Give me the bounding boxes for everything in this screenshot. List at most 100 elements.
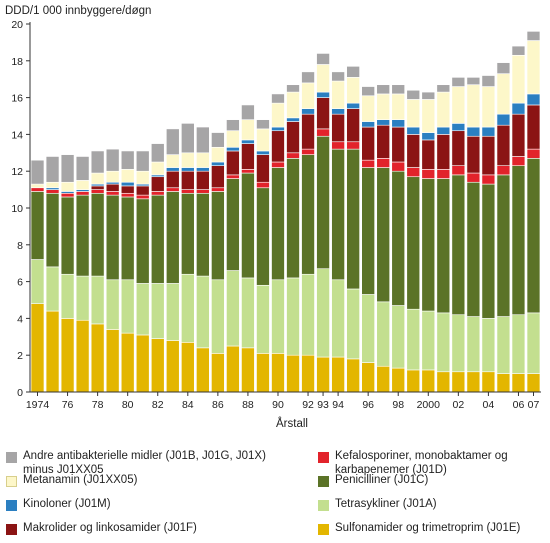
bar-segment-1996-series-2: [361, 167, 375, 295]
bar-segment-1982-series-7: [150, 143, 165, 163]
bar-segment-2002-series-4: [451, 130, 466, 166]
bar-segment-1983-series-6: [166, 154, 180, 168]
bar-segment-2002-series-6: [451, 86, 466, 124]
x-tick-label: 90: [272, 399, 284, 411]
bar-segment-2002-series-7: [451, 77, 466, 87]
bar-segment-1975-series-7: [45, 156, 60, 183]
bar-segment-2002-series-1: [451, 314, 466, 373]
bar-segment-2006-series-2: [511, 165, 526, 316]
bar-segment-2006-series-7: [511, 45, 526, 56]
bar-segment-1994-series-6: [331, 80, 345, 109]
bar-segment-1985-series-1: [196, 275, 210, 349]
bar-segment-1998-series-5: [391, 119, 405, 128]
bar-segment-1987-series-0: [226, 345, 240, 393]
bar-segment-2004-series-1: [481, 318, 496, 373]
bar-segment-2007-series-0: [526, 373, 541, 393]
bar-segment-2000-series-1: [421, 310, 436, 371]
x-tick-label: 04: [483, 399, 495, 411]
bar-segment-1991-series-5: [286, 117, 300, 122]
bar-segment-1974-series-1: [30, 259, 45, 304]
bar-segment-1990-series-2: [271, 167, 285, 281]
bar-segment-2003-series-2: [466, 181, 481, 317]
bar-segment-2006-series-6: [511, 54, 526, 104]
x-tick-label: 80: [122, 399, 134, 411]
y-tick-label: 8: [17, 240, 23, 252]
bar-segment-1997-series-3: [376, 158, 390, 168]
bar-segment-1999-series-5: [406, 126, 421, 135]
bar-segment-1994-series-0: [331, 356, 345, 393]
bar-segment-2000-series-3: [421, 169, 436, 179]
bar-segment-1977-series-7: [75, 156, 90, 181]
bar-segment-1974-series-0: [30, 303, 45, 393]
bar-segment-1978-series-1: [90, 275, 105, 325]
bar-segment-1976-series-0: [60, 318, 75, 393]
bar-segment-2000-series-4: [421, 139, 436, 170]
x-tick-label: 06: [513, 399, 525, 411]
bar-segment-1975-series-1: [45, 266, 60, 312]
bar-segment-1998-series-6: [391, 93, 405, 120]
y-tick-label: 10: [11, 203, 23, 215]
legend-entry: Penicilliner (J01C): [318, 473, 428, 487]
bar-segment-1983-series-7: [166, 128, 180, 155]
legend-label: Kinoloner (J01M): [23, 498, 111, 510]
bar-segment-1998-series-0: [391, 367, 405, 393]
bar-segment-1991-series-1: [286, 277, 300, 356]
bar-segment-1988-series-4: [241, 143, 255, 170]
bar-segment-2005-series-7: [496, 62, 511, 74]
bar-segment-2004-series-4: [481, 135, 496, 176]
bar-segment-1992-series-1: [301, 273, 315, 356]
bar-segment-1998-series-4: [391, 126, 405, 163]
bar-segment-1980-series-4: [120, 185, 135, 194]
bar-segment-1975-series-6: [45, 181, 60, 189]
bar-segment-2003-series-4: [466, 135, 481, 174]
x-tick-label: 86: [212, 399, 224, 411]
bar-segment-2007-series-1: [526, 312, 541, 374]
bar-segment-1999-series-0: [406, 369, 421, 393]
bar-segment-1977-series-0: [75, 319, 90, 393]
bar-segment-1994-series-4: [331, 113, 345, 143]
y-tick-label: 14: [11, 129, 23, 141]
y-tick-label: 2: [17, 350, 23, 362]
legend-entry: Kefalosporiner, monobaktamer og karbapen…: [318, 449, 508, 477]
bar-segment-2007-series-5: [526, 93, 541, 106]
bar-segment-1992-series-2: [301, 154, 315, 275]
legend-label: Kefalosporiner, monobaktamer og karbapen…: [335, 450, 508, 476]
bar-segment-1991-series-7: [286, 84, 300, 93]
y-tick-label: 20: [11, 19, 23, 31]
bar-segment-2005-series-1: [496, 316, 511, 374]
bar-segment-1994-series-7: [331, 71, 345, 82]
bar-segment-1992-series-7: [301, 71, 315, 84]
bar-segment-1990-series-5: [271, 126, 285, 132]
bar-segment-1998-series-2: [391, 170, 405, 306]
x-tick-label: 88: [242, 399, 254, 411]
bar-segment-2001-series-3: [436, 169, 451, 179]
bar-segment-1976-series-6: [60, 181, 75, 192]
bar-segment-1984-series-2: [181, 192, 195, 275]
bar-segment-1983-series-5: [166, 167, 180, 172]
bar-segment-1999-series-4: [406, 134, 421, 168]
y-axis-label: DDD/1 000 innbyggere/døgn: [5, 5, 151, 17]
bar-segment-1978-series-2: [90, 192, 105, 277]
legend-label: Sulfonamider og trimetroprim (J01E): [335, 522, 521, 534]
bar-segment-1996-series-1: [361, 294, 375, 363]
bar-segment-1988-series-2: [241, 172, 255, 279]
bar-segment-1986-series-1: [211, 279, 225, 354]
bar-segment-1994-series-5: [331, 108, 345, 115]
bar-segment-1992-series-4: [301, 113, 315, 150]
legend-swatch: [318, 500, 329, 511]
bar-segment-1988-series-1: [241, 277, 255, 349]
bar-segment-1995-series-3: [346, 141, 360, 150]
bar-segment-1984-series-3: [181, 189, 195, 194]
bar-segment-1995-series-6: [346, 77, 360, 104]
bar-segment-1979-series-3: [105, 191, 120, 196]
bar-segment-1996-series-0: [361, 362, 375, 393]
bar-segment-1982-series-0: [150, 338, 165, 393]
legend-entry: Sulfonamider og trimetroprim (J01E): [318, 521, 520, 535]
bar-segment-2001-series-4: [436, 134, 451, 170]
bar-segment-1977-series-1: [75, 275, 90, 321]
bar-segment-1975-series-3: [45, 189, 60, 194]
y-tick-label: 4: [17, 313, 23, 325]
bar-segment-1994-series-3: [331, 141, 345, 150]
bar-segment-1981-series-0: [135, 334, 150, 393]
